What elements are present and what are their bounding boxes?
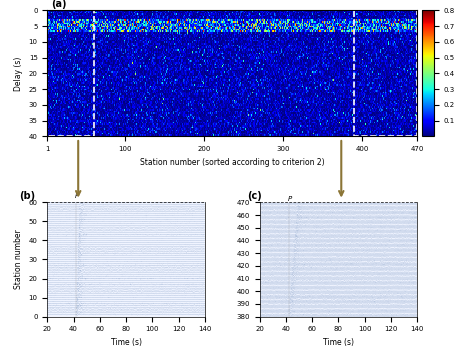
Text: (b): (b) [19, 191, 35, 201]
Y-axis label: Delay (s): Delay (s) [14, 56, 23, 90]
Text: (a): (a) [51, 0, 67, 9]
X-axis label: Time (s): Time (s) [110, 338, 142, 347]
X-axis label: Time (s): Time (s) [323, 338, 354, 347]
Y-axis label: Station number: Station number [14, 230, 23, 290]
Text: P: P [75, 193, 79, 199]
Text: (c): (c) [247, 191, 262, 201]
Text: P: P [287, 196, 292, 202]
X-axis label: Station number (sorted according to criterion 2): Station number (sorted according to crit… [140, 158, 325, 167]
